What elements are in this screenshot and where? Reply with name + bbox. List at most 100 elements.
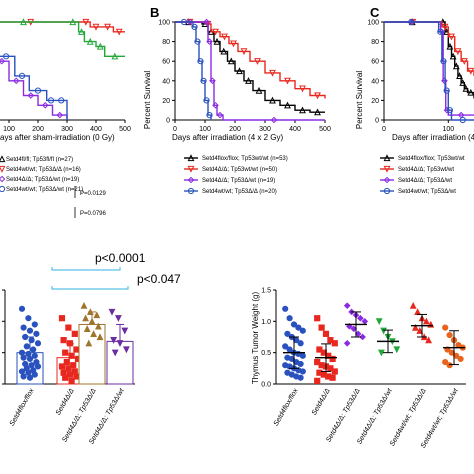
- data-point: [66, 340, 74, 347]
- panel-a-x-label: ays after sham-irradiation (0 Gy): [0, 133, 115, 142]
- censor-mark: [437, 28, 444, 35]
- legend-marker: [0, 185, 6, 193]
- data-point: [80, 301, 88, 309]
- censor-mark: [12, 77, 20, 85]
- censor-mark: [212, 28, 219, 36]
- censor-mark: [227, 57, 235, 65]
- y-tick-label: 0: [375, 118, 379, 125]
- censor-mark: [448, 33, 455, 41]
- censor-mark: [467, 67, 474, 75]
- legend-label: Setd4flox/flox; Tp53wt/wt (n=53): [202, 156, 288, 162]
- censor-mark: [230, 40, 237, 48]
- censor-mark: [206, 112, 213, 119]
- data-point: [60, 337, 67, 344]
- censor-mark: [197, 58, 204, 65]
- censor-mark: [236, 67, 243, 75]
- data-point: [20, 354, 27, 361]
- panel-d-bracket-1: [51, 267, 121, 271]
- data-point: [357, 314, 364, 322]
- panel-b-x-label: Days after irradiation (4 x 2 Gy): [172, 133, 283, 142]
- data-point: [111, 349, 119, 357]
- data-point: [93, 311, 101, 319]
- legend-marker: [0, 175, 6, 183]
- data-point: [28, 337, 35, 344]
- data-point: [86, 308, 94, 316]
- y-tick-label: 80: [371, 39, 379, 46]
- censor-mark: [314, 92, 321, 100]
- censor-mark: [456, 72, 463, 79]
- censor-mark: [206, 38, 213, 45]
- censor-mark: [213, 37, 221, 45]
- panel-a-pvalue-1: P=0.0129: [80, 191, 107, 197]
- panel-d-bracket-2: [51, 286, 129, 290]
- censor-mark: [115, 28, 123, 36]
- data-point: [282, 343, 289, 350]
- legend-marker: [0, 165, 6, 173]
- data-point: [380, 327, 388, 335]
- censor-mark: [96, 42, 104, 50]
- legend-marker: [187, 165, 195, 173]
- data-point: [314, 377, 321, 384]
- censor-mark: [86, 37, 94, 45]
- data-point: [314, 358, 321, 366]
- legend-marker: [383, 165, 391, 173]
- legend-marker: [187, 176, 195, 184]
- data-point: [68, 352, 75, 359]
- data-point: [122, 346, 130, 354]
- series-line: [175, 21, 325, 113]
- data-point: [286, 315, 293, 322]
- data-point: [411, 323, 419, 331]
- data-point: [34, 363, 42, 370]
- data-point: [26, 355, 34, 363]
- data-point: [121, 327, 129, 335]
- data-point: [346, 323, 353, 330]
- data-point: [83, 325, 91, 332]
- data-point: [331, 340, 338, 347]
- legend-label: Setd4Δ/Δ; Tp53Δ/wt (n=19): [6, 177, 79, 183]
- data-point: [71, 330, 78, 337]
- data-point: [66, 371, 74, 378]
- panel-a-survival-chart: 100 200 300 400 500 ays after sham-irradiati…: [0, 18, 131, 218]
- data-point: [375, 318, 383, 326]
- x-tick-label: 400: [90, 126, 102, 133]
- legend-label: Setd4wt/wt; Tp53Δ/wt (n=21): [6, 187, 83, 193]
- panel-c-y-ticks: 0 20 40 60 80 100: [367, 20, 384, 125]
- panel-d-annotation-1: p<0.0001: [95, 251, 146, 265]
- data-point: [414, 308, 422, 316]
- panel-c-letter: C: [370, 5, 380, 20]
- data-point: [442, 324, 449, 331]
- data-point: [26, 374, 34, 381]
- censor-mark: [459, 79, 467, 86]
- censor-mark: [69, 18, 77, 26]
- panel-d-bar-chart: 0.00.51.01.5 Setd4flox/floxSetd4Δ/ΔSetd4…: [0, 251, 181, 446]
- x-tick-label: 0: [382, 126, 386, 133]
- x-tick-label: 100: [3, 126, 15, 133]
- x-tick-label: 500: [119, 126, 131, 133]
- x-category-label: Setd4Δ/Δ: [55, 387, 76, 416]
- censor-mark: [34, 87, 42, 94]
- y-tick-label: 1.5: [261, 288, 271, 295]
- censor-mark: [270, 116, 278, 124]
- x-tick-label: 300: [259, 126, 271, 133]
- y-tick-label: 60: [162, 59, 170, 66]
- data-point: [62, 349, 69, 356]
- data-point: [34, 340, 42, 347]
- data-point: [114, 315, 122, 322]
- data-point: [94, 322, 102, 330]
- legend-label: Setd4flox/flox; Tp53wt/wt: [398, 156, 465, 162]
- data-point: [62, 374, 69, 381]
- series-line: [175, 21, 212, 120]
- censor-mark: [299, 106, 306, 114]
- panel-c-legend: Setd4flox/flox; Tp53wt/wt Setd4Δ/Δ; Tp53w…: [380, 154, 465, 195]
- censor-mark: [58, 97, 65, 104]
- legend-marker: [383, 154, 391, 162]
- data-point: [343, 339, 351, 347]
- censor-mark: [209, 77, 216, 85]
- censor-mark: [47, 97, 55, 104]
- censor-mark: [3, 53, 10, 60]
- data-point: [96, 333, 104, 341]
- x-category-label: Setd4Δ/Δ; Tp53Δ/wt: [356, 387, 394, 446]
- censor-mark: [452, 62, 460, 70]
- censor-mark: [459, 116, 466, 124]
- censor-mark: [269, 69, 276, 77]
